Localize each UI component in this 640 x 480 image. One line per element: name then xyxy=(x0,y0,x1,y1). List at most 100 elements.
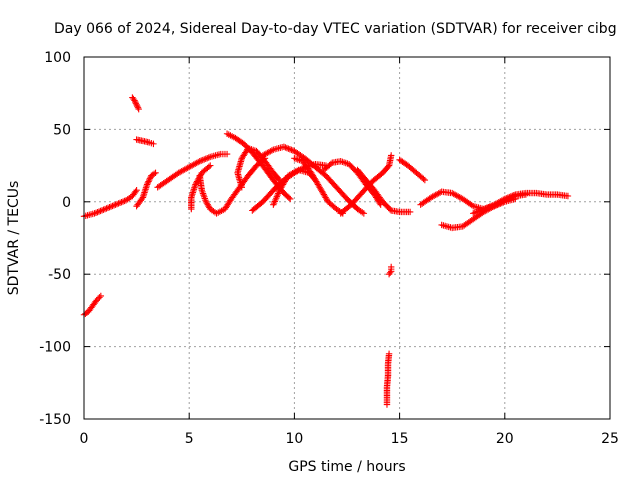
data-point-interp xyxy=(116,199,124,207)
data-point xyxy=(133,187,140,194)
data-point-interp xyxy=(359,209,366,216)
data-point-interp xyxy=(468,201,475,209)
data-point xyxy=(112,201,119,208)
data-point-interp xyxy=(285,194,293,201)
data-point-interp xyxy=(134,104,142,111)
data-point xyxy=(196,158,203,165)
data-point-interp xyxy=(97,207,104,215)
data-point-interp xyxy=(482,205,489,212)
data-point-interp xyxy=(113,200,121,208)
data-point-interp xyxy=(199,156,206,164)
data-point xyxy=(286,195,294,203)
data-point xyxy=(385,271,393,278)
x-tick-label: 20 xyxy=(496,431,514,447)
x-tick-label: 15 xyxy=(391,431,409,447)
data-point-interp xyxy=(288,146,295,154)
data-points xyxy=(80,94,572,408)
data-point-interp xyxy=(504,194,512,201)
grid-lines xyxy=(84,57,610,419)
data-point-interp xyxy=(420,175,427,183)
data-point-interp xyxy=(94,208,101,216)
data-point-interp xyxy=(205,163,213,171)
data-point-interp xyxy=(488,202,495,210)
data-point-interp xyxy=(132,188,139,195)
chart-title: Day 066 of 2024, Sidereal Day-to-day VTE… xyxy=(54,21,617,37)
data-point-interp xyxy=(131,98,139,106)
data-point xyxy=(133,101,140,108)
data-point-interp xyxy=(95,208,103,215)
data-point-interp xyxy=(109,202,116,210)
data-point-interp xyxy=(506,193,513,201)
data-point-interp xyxy=(485,203,492,211)
data-point-interp xyxy=(146,176,153,184)
data-point-interp xyxy=(268,147,276,154)
x-tick-label: 5 xyxy=(185,431,194,447)
data-point-interp xyxy=(115,200,122,207)
data-point-interp xyxy=(384,163,392,171)
y-tick-labels: 100 50 0 -50 -100 -150 xyxy=(39,50,71,428)
data-point-interp xyxy=(103,205,110,212)
data-point-interp xyxy=(118,199,125,206)
data-point-interp xyxy=(500,196,507,203)
data-point xyxy=(143,181,151,188)
data-point xyxy=(93,297,100,304)
data-point-interp xyxy=(507,193,515,200)
data-point-interp xyxy=(473,208,480,216)
data-point xyxy=(192,181,199,188)
data-point-interp xyxy=(106,203,113,211)
data-point-interp xyxy=(503,195,510,202)
data-point xyxy=(421,176,429,184)
x-tick-labels: 0 5 10 15 20 25 xyxy=(80,431,619,447)
data-point-interp xyxy=(146,175,154,182)
data-point-interp xyxy=(100,206,107,213)
data-point-interp xyxy=(150,170,158,178)
data-point-interp xyxy=(479,206,486,213)
data-point-interp xyxy=(282,144,289,151)
data-point-interp xyxy=(483,204,490,211)
x-tick-label: 0 xyxy=(80,431,89,447)
y-tick-label: 100 xyxy=(44,50,71,66)
data-point xyxy=(152,169,159,177)
data-point-interp xyxy=(476,207,483,215)
data-point xyxy=(501,195,508,203)
data-point xyxy=(135,105,142,113)
data-point-interp xyxy=(195,158,202,166)
data-point xyxy=(360,210,368,217)
data-point-interp xyxy=(471,209,478,216)
data-point xyxy=(207,162,214,169)
data-point xyxy=(564,192,572,200)
data-point-interp xyxy=(489,202,496,209)
data-point-interp xyxy=(285,145,292,152)
data-point-interp xyxy=(104,204,112,211)
data-point-interp xyxy=(286,146,294,153)
y-tick-label: -150 xyxy=(39,412,71,428)
data-point-interp xyxy=(107,203,115,210)
y-tick-label: 0 xyxy=(62,195,71,211)
x-tick-label: 25 xyxy=(601,431,619,447)
plot-frame xyxy=(83,56,611,420)
data-point-interp xyxy=(201,156,208,163)
data-point xyxy=(480,205,487,213)
y-tick-label: -100 xyxy=(39,340,71,356)
data-point-interp xyxy=(327,160,335,168)
data-point xyxy=(470,210,477,217)
data-point xyxy=(387,152,395,159)
data-point xyxy=(406,208,414,216)
data-point xyxy=(383,401,391,408)
data-point-interp xyxy=(202,155,209,162)
y-tick-label: -50 xyxy=(48,267,71,283)
data-point xyxy=(280,143,288,150)
data-point-interp xyxy=(477,207,484,214)
data-point-interp xyxy=(98,207,106,214)
data-point-interp xyxy=(474,208,481,215)
data-point-interp xyxy=(138,195,146,203)
data-point-interp xyxy=(144,179,152,187)
data-point-interp xyxy=(386,206,394,213)
x-axis-title: GPS time / hours xyxy=(288,459,405,475)
data-point-interp xyxy=(283,144,291,152)
data-point-interp xyxy=(509,192,516,200)
data-point-interp xyxy=(486,203,493,210)
data-point xyxy=(101,205,109,213)
data-point-interp xyxy=(275,175,282,183)
